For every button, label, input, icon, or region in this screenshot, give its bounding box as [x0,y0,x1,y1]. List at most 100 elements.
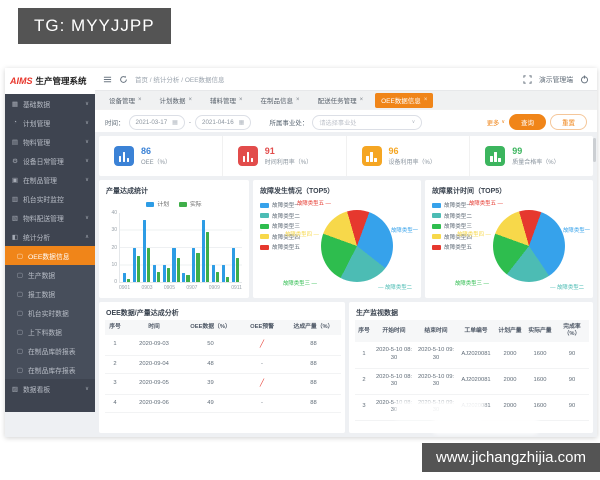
legend-item[interactable]: 故障类型四 [260,233,300,241]
bar-计划[interactable] [123,273,127,282]
sidebar-subitem-OEE数据信息[interactable]: ▢ OEE数据信息 [5,246,95,265]
bar-计划[interactable] [231,247,235,282]
bar-计划[interactable] [221,264,225,282]
scrollbar-thumb[interactable] [593,138,596,162]
chevron-down-icon: ∨ [84,176,89,183]
sidebar-subitem-报工数据[interactable]: ▢ 报工数据 [5,284,95,303]
bar-实际[interactable] [186,275,190,282]
logout-power-icon[interactable] [580,75,589,84]
legend-item[interactable]: 故障类型二 [260,212,300,220]
pie-chart[interactable] [321,210,393,282]
legend-item[interactable]: 故障类型二 [432,212,472,220]
legend-item[interactable]: 故障类型三 [260,222,300,230]
bar-计划[interactable] [152,264,156,282]
legend-label: 故障类型二 [444,213,472,220]
sidebar-subitem-在制品库龄报表[interactable]: ▢ 在制品库龄报表 [5,341,95,360]
bar-实际[interactable] [216,271,220,282]
sidebar-item-机台实时监控[interactable]: ▥ 机台实时监控 [5,189,95,208]
bar-计划[interactable] [172,247,176,282]
sidebar-item-计划管理[interactable]: ◔ 计划管理 ∨ [5,113,95,132]
close-icon[interactable]: × [138,97,142,103]
stat-value: 86 [141,146,152,157]
tab-计划数据[interactable]: 计划数据 × [154,93,199,108]
chevron-down-icon: ∨ [84,100,89,107]
table-cell: 2020-5-10 08:30 [373,342,415,369]
legend-item[interactable]: 故障类型五 [432,243,472,251]
bar-计划[interactable] [142,219,146,282]
close-icon[interactable]: × [359,97,364,103]
bar-计划[interactable] [162,264,166,282]
tab-配送任务管理[interactable]: 配送任务管理 × [312,93,370,108]
legend-item[interactable]: 实际 [179,199,202,208]
sidebar-item-数据看板[interactable]: ▨ 数据看板 ∨ [5,379,95,398]
table-row[interactable]: 2 2020-09-04 48-88 [105,355,341,375]
close-icon[interactable]: × [423,97,428,103]
bar-计划[interactable] [202,219,206,282]
bar-计划[interactable] [182,273,186,282]
tab-辅料管理[interactable]: 辅料管理 × [204,93,249,108]
refresh-icon[interactable] [119,75,128,84]
search-button[interactable]: 查询 [509,114,546,130]
sidebar-item-统计分析[interactable]: ◧ 统计分析 ∧ [5,227,95,246]
tab-设备管理[interactable]: 设备管理 × [103,93,148,108]
dept-select[interactable]: 请选择事业处 ∨ [312,114,423,130]
legend-item[interactable]: 故障类型一 [260,201,300,209]
sidebar-item-物料配送管理[interactable]: ▧ 物料配送管理 ∨ [5,208,95,227]
table-row[interactable]: 3 2020-09-05 39 ╱ 88 [105,373,341,395]
doc-icon: ▢ [16,328,24,336]
sidebar-item-label: 在制品库龄报表 [28,348,76,356]
bar-实际[interactable] [137,256,141,282]
collapse-menu-icon[interactable] [103,75,112,84]
table-cell: ╱ [238,335,286,356]
sidebar-item-在制品管理[interactable]: ▣ 在制品管理 ∨ [5,170,95,189]
table-row[interactable]: 2 2020-5-10 08:30 2020-5-10 09:30 AJ2020081… [355,368,589,395]
sidebar-subitem-生产数据[interactable]: ▢ 生产数据 [5,265,95,284]
sidebar-item-基础数据[interactable]: ▦ 基础数据 ∨ [5,94,95,113]
legend-item[interactable]: 故障类型四 [432,233,472,241]
table-cell: 2 [105,355,125,375]
bar-计划[interactable] [211,264,216,282]
bar-group-0904 [152,213,160,282]
reset-button[interactable]: 重置 [550,114,587,130]
sidebar-subitem-上下料数据[interactable]: ▢ 上下料数据 [5,322,95,341]
sidebar-item-设备日常管理[interactable]: ⚙ 设备日常管理 ∨ [5,151,95,170]
table-row[interactable]: 1 2020-5-10 08:30 2020-5-10 09:30 AJ2020081… [355,342,589,369]
bar-计划[interactable] [132,247,137,282]
close-icon[interactable]: × [239,97,243,103]
bar-实际[interactable] [156,271,160,282]
tab-label: 在制品信息 [260,98,294,105]
date-to-input[interactable]: 2021-04-16 ▦ [195,114,252,130]
tab-OEE数据信息[interactable]: OEE数据信息 × [375,92,434,108]
close-icon[interactable]: × [296,97,300,103]
bar-实际[interactable] [235,257,239,282]
bar-实际[interactable] [225,276,230,282]
table-row[interactable]: 4 2020-09-06 49-88 [105,394,341,414]
user-label[interactable]: 演示管理端 [539,77,573,84]
bar-实际[interactable] [127,278,131,282]
fullscreen-icon[interactable] [523,74,532,84]
legend-item[interactable]: 计划 [146,199,169,208]
date-from-input[interactable]: 2021-03-17 ▦ [128,114,185,130]
sidebar-subitem-在制品库存报表[interactable]: ▢ 在制品库存报表 [5,360,95,379]
stat-value: 96 [388,146,399,157]
oee-analysis-table-panel: OEE数据/产量达成分析 序号 时间 OEE数据（%） OEE预警 达成产量（%） 1 20… [99,302,345,433]
chevron-down-icon: ∨ [411,119,416,125]
more-filters-link[interactable]: 更多 ∨ [486,119,505,127]
legend-item[interactable]: 故障类型三 [432,222,472,230]
legend-item[interactable]: 故障类型五 [260,243,300,251]
main-area: 首页 / 统计分析 / OEE数据信息 演示管理端 设备管理 × 计划数据 × 辅料管理… [95,68,597,437]
bar-计划[interactable] [192,247,196,282]
bar-实际[interactable] [176,257,180,282]
tab-在制品信息[interactable]: 在制品信息 × [255,93,306,108]
pie-chart[interactable] [493,210,565,282]
warning-icon: ╱ [259,380,265,388]
sidebar-item-物料管理[interactable]: ▤ 物料管理 ∨ [5,132,95,151]
bar-实际[interactable] [196,252,200,282]
legend-item[interactable]: 故障类型一 [432,201,472,209]
bar-实际[interactable] [166,268,170,282]
sidebar-subitem-机台实时数据[interactable]: ▢ 机台实时数据 [5,303,95,322]
bar-实际[interactable] [206,231,210,282]
table-row[interactable]: 1 2020-09-03 50 ╱ 88 [105,335,341,356]
bar-实际[interactable] [146,247,151,282]
close-icon[interactable]: × [188,97,193,103]
